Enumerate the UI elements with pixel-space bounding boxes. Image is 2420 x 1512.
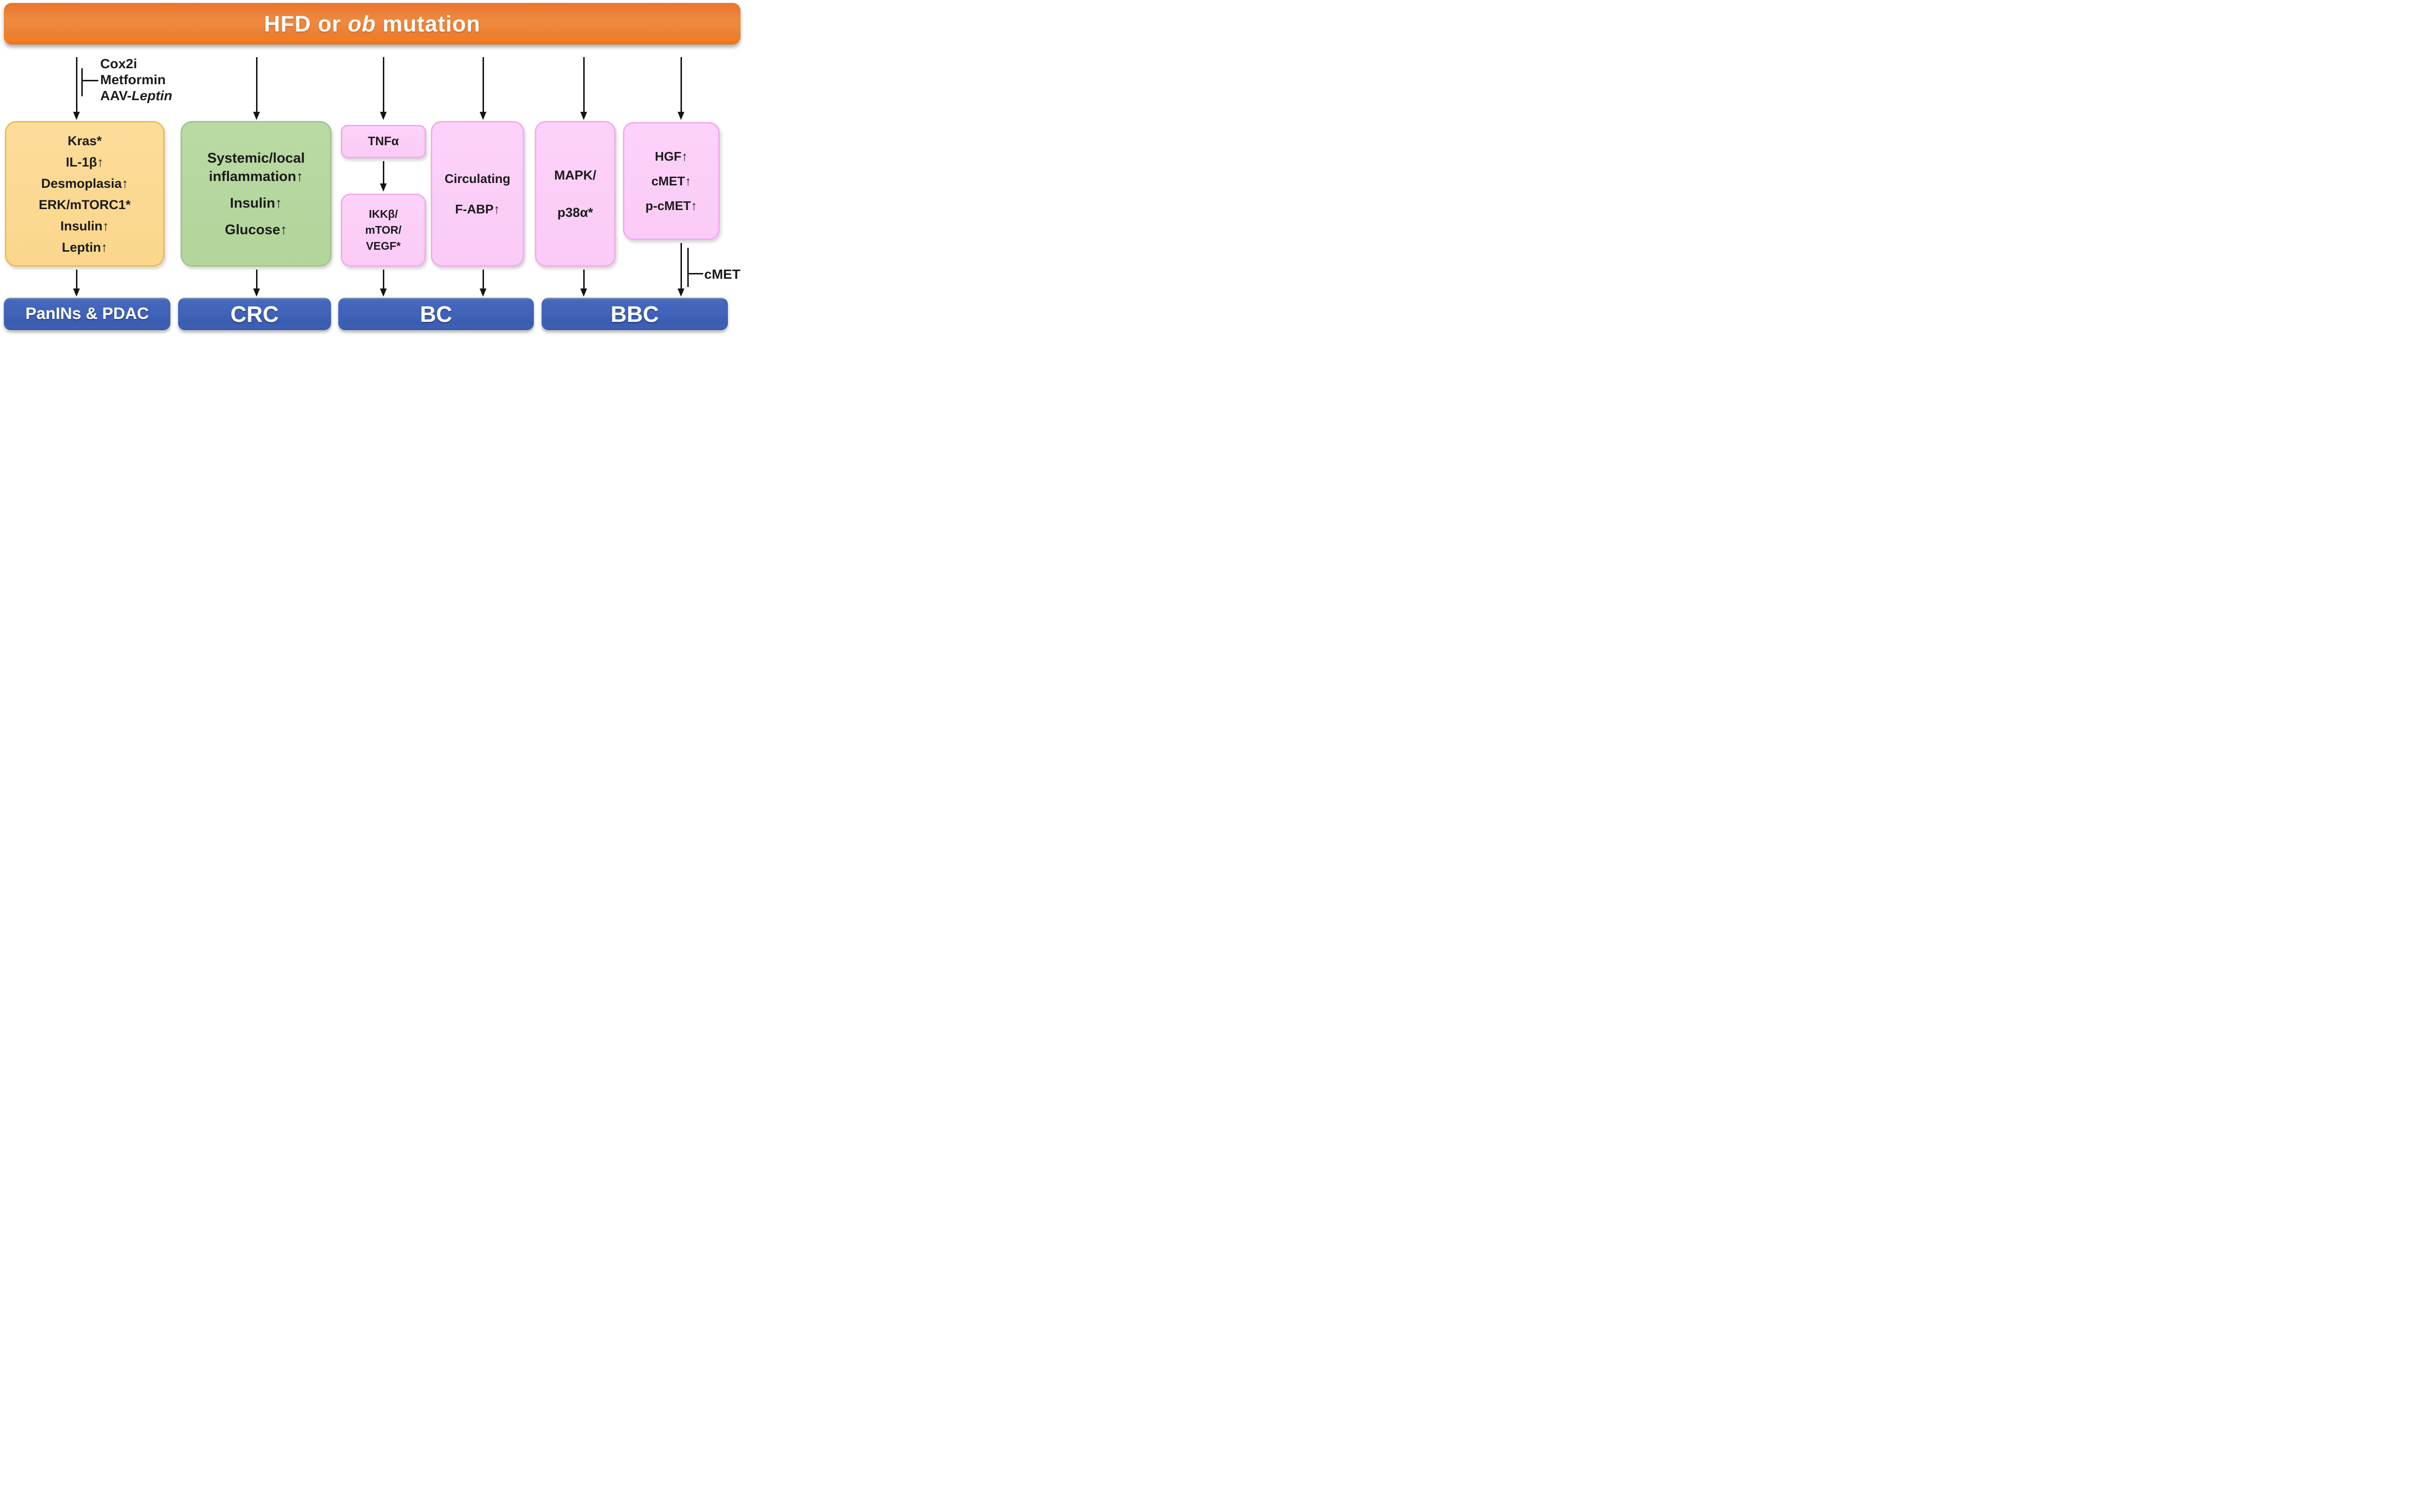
arrow-hfd-to-colorectal-box: [253, 57, 260, 120]
outcome-crc-box: CRC: [178, 298, 331, 330]
arrow-hfd-to-tnfa-box: [380, 57, 387, 120]
arrow-shaft: [482, 57, 484, 114]
outcome-label: PanINs & PDAC: [25, 304, 149, 323]
tnfa-box: TNFα: [341, 125, 426, 158]
arrow-head-icon: [73, 288, 80, 297]
inhibition-tbar-left-stem-icon: [83, 80, 98, 81]
arrow-shaft: [482, 270, 484, 290]
arrow-mapk-to-bbc: [580, 270, 587, 297]
arrow-head-icon: [380, 112, 387, 120]
mediator-line: cMET↑: [651, 174, 692, 188]
arrow-head-icon: [678, 112, 684, 120]
arrow-head-icon: [253, 288, 260, 297]
colorectal-mediators-box: Systemic/local inflammation↑ Insulin↑ Gl…: [181, 121, 332, 267]
banner-title-pre: HFD or: [264, 11, 348, 36]
arrow-ikk-to-bc: [380, 270, 387, 297]
arrow-shaft: [382, 161, 384, 185]
outcome-label: BC: [420, 301, 453, 327]
arrow-shaft: [76, 270, 77, 290]
left-inhibitor-labels: Cox2i Metformin AAV-Leptin: [100, 56, 172, 104]
banner-title-post: mutation: [376, 11, 481, 36]
arrow-colorectal-to-crc: [253, 270, 260, 297]
mediator-line: HGF↑: [655, 149, 688, 164]
mediator-line: F-ABP↑: [455, 201, 500, 216]
mediator-line: Glucose↑: [225, 222, 287, 238]
hfd-banner: HFD or ob mutation: [4, 3, 741, 45]
mediator-line: p-cMET↑: [645, 198, 697, 213]
mediator-line: TNFα: [368, 135, 399, 148]
arrow-shaft: [680, 57, 682, 114]
mediator-line: p38α*: [557, 205, 593, 220]
arrow-shaft: [680, 243, 682, 290]
inhibitor-cox2i-label: Cox2i: [100, 56, 137, 71]
banner-title: HFD or ob mutation: [264, 11, 480, 37]
arrow-hfd-to-mapk-box: [580, 57, 587, 120]
mediator-line: Desmoplasia↑: [41, 176, 129, 191]
arrow-shaft: [583, 57, 585, 114]
arrow-hfd-to-hgf-box: [678, 57, 684, 120]
inhibitor-aav-leptin-label: AAV-Leptin: [100, 88, 172, 104]
mediator-line: MAPK/: [554, 167, 596, 182]
arrow-hfd-to-fabp-box: [480, 57, 486, 120]
arrow-shaft: [583, 270, 585, 290]
mediator-line: Insulin↑: [230, 195, 282, 211]
arrow-head-icon: [580, 288, 587, 297]
outcome-label: CRC: [230, 301, 279, 327]
arrow-hfd-to-pancreas-box: [73, 57, 80, 120]
arrow-head-icon: [380, 183, 387, 192]
mapk-p38-box: MAPK/ p38α*: [535, 121, 616, 267]
arrow-head-icon: [678, 288, 684, 297]
mediator-line: mTOR/: [365, 224, 402, 236]
arrow-tnfa-to-ikk: [380, 161, 387, 192]
outcome-panins-pdac-box: PanINs & PDAC: [4, 298, 170, 330]
arrow-head-icon: [480, 112, 486, 120]
hfd-obesity-cancer-diagram: HFD or ob mutation Cox2i Metformin AAV-L…: [0, 0, 745, 336]
hgf-cmet-box: HGF↑ cMET↑ p-cMET↑: [623, 122, 720, 240]
inhibitor-metformin-label: Metformin: [100, 72, 166, 87]
mediator-line: ERK/mTORC1*: [38, 197, 131, 212]
aav-label-italic: Leptin: [131, 88, 172, 103]
pancreas-mediators-box: Kras* IL-1β↑ Desmoplasia↑ ERK/mTORC1* In…: [5, 121, 165, 267]
arrow-head-icon: [380, 288, 387, 297]
arrow-shaft: [256, 270, 257, 290]
arrow-fabp-to-bc: [480, 270, 486, 297]
arrow-head-icon: [73, 112, 80, 120]
arrow-hgf-to-bbc: [678, 243, 684, 297]
aav-label-pre: AAV-: [100, 88, 132, 103]
arrow-shaft: [382, 57, 384, 114]
mediator-line: VEGF*: [366, 240, 401, 252]
arrow-shaft: [76, 57, 77, 114]
banner-title-italic: ob: [348, 11, 376, 36]
arrow-shaft: [382, 270, 384, 290]
inhibitor-cmet-label: cMET i: [704, 267, 745, 282]
arrow-head-icon: [480, 288, 486, 297]
mediator-line: Kras*: [67, 133, 102, 148]
arrow-shaft: [256, 57, 257, 114]
arrow-head-icon: [580, 112, 587, 120]
mediator-line: Insulin↑: [60, 218, 109, 233]
mediator-line: IKKβ/: [368, 208, 398, 220]
arrow-pancreas-to-pdac: [73, 270, 80, 297]
circulating-fabp-box: Circulating F-ABP↑: [431, 121, 524, 267]
ikk-mtor-vegf-box: IKKβ/ mTOR/ VEGF*: [341, 194, 426, 267]
inhibition-tbar-right-stem-icon: [689, 273, 703, 274]
outcome-bbc-box: BBC: [542, 298, 728, 330]
inhibition-tbar-right-icon: [687, 248, 689, 287]
outcome-bc-box: BC: [338, 298, 534, 330]
mediator-line: IL-1β↑: [66, 154, 104, 169]
mediator-line: Systemic/local inflammation↑: [207, 150, 305, 184]
inhibition-tbar-left-icon: [81, 68, 83, 96]
mediator-line: Circulating: [444, 171, 511, 186]
arrow-head-icon: [253, 112, 260, 120]
outcome-label: BBC: [610, 301, 659, 327]
mediator-line: Leptin↑: [61, 240, 108, 255]
